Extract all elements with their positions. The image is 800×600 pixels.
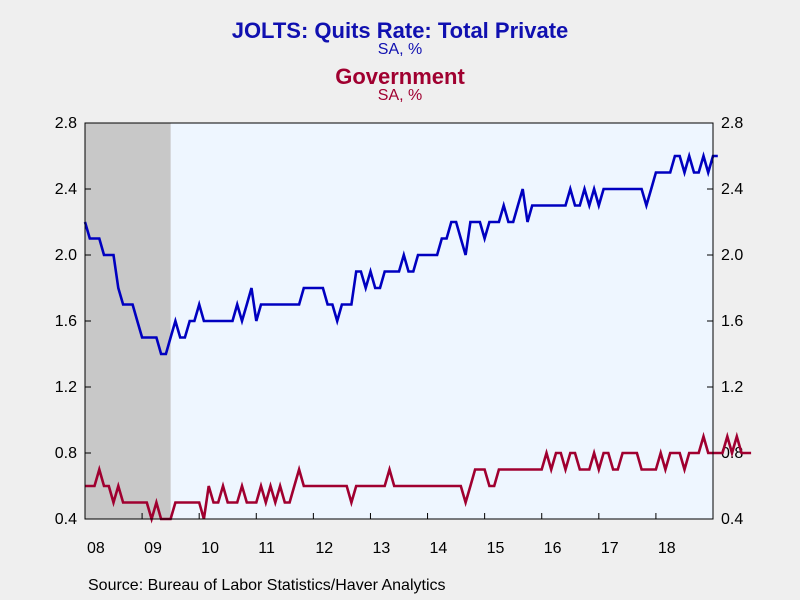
x-tick-label: 15 xyxy=(487,540,505,557)
chart-subtitle-2: SA, % xyxy=(377,87,423,104)
series-line-total-private xyxy=(83,151,718,356)
plot-area xyxy=(85,123,713,519)
y-tick-label-right: 2.8 xyxy=(721,115,743,132)
chart-title: JOLTS: Quits Rate: Total Private xyxy=(231,18,569,43)
y-tick-label-right: 0.4 xyxy=(721,511,743,528)
x-tick-label: 16 xyxy=(544,540,562,557)
x-tick-label: 12 xyxy=(315,540,333,557)
x-tick-label: 18 xyxy=(658,540,676,557)
y-tick-label-left: 1.6 xyxy=(55,313,77,330)
chart-title-2: Government xyxy=(335,64,465,89)
y-tick-label-left: 0.4 xyxy=(55,511,77,528)
chart-subtitle: SA, % xyxy=(377,41,423,58)
x-tick-label: 11 xyxy=(258,540,275,557)
y-tick-label-left: 0.8 xyxy=(55,445,77,462)
y-tick-label-right: 1.6 xyxy=(721,313,743,330)
plot-frame xyxy=(84,122,714,520)
y-tick-label-left: 2.0 xyxy=(55,247,77,264)
y-tick-label-right: 2.4 xyxy=(721,181,743,198)
recession-band xyxy=(85,123,171,519)
y-tick-label-left: 1.2 xyxy=(55,379,77,396)
y-tick-label-right: 1.2 xyxy=(721,379,743,396)
x-tick-label: 13 xyxy=(372,540,390,557)
x-tick-label: 10 xyxy=(201,540,219,557)
x-tick-label: 08 xyxy=(87,540,105,557)
series-line-government xyxy=(85,431,752,524)
source-note: Source: Bureau of Labor Statistics/Haver… xyxy=(88,577,446,594)
x-tick-label: 14 xyxy=(430,540,448,557)
x-tick-label: 17 xyxy=(601,540,619,557)
y-tick-label-left: 2.8 xyxy=(55,115,77,132)
y-tick-label-left: 2.4 xyxy=(55,181,77,198)
x-tick-label: 09 xyxy=(144,540,162,557)
y-tick-label-right: 2.0 xyxy=(721,247,743,264)
